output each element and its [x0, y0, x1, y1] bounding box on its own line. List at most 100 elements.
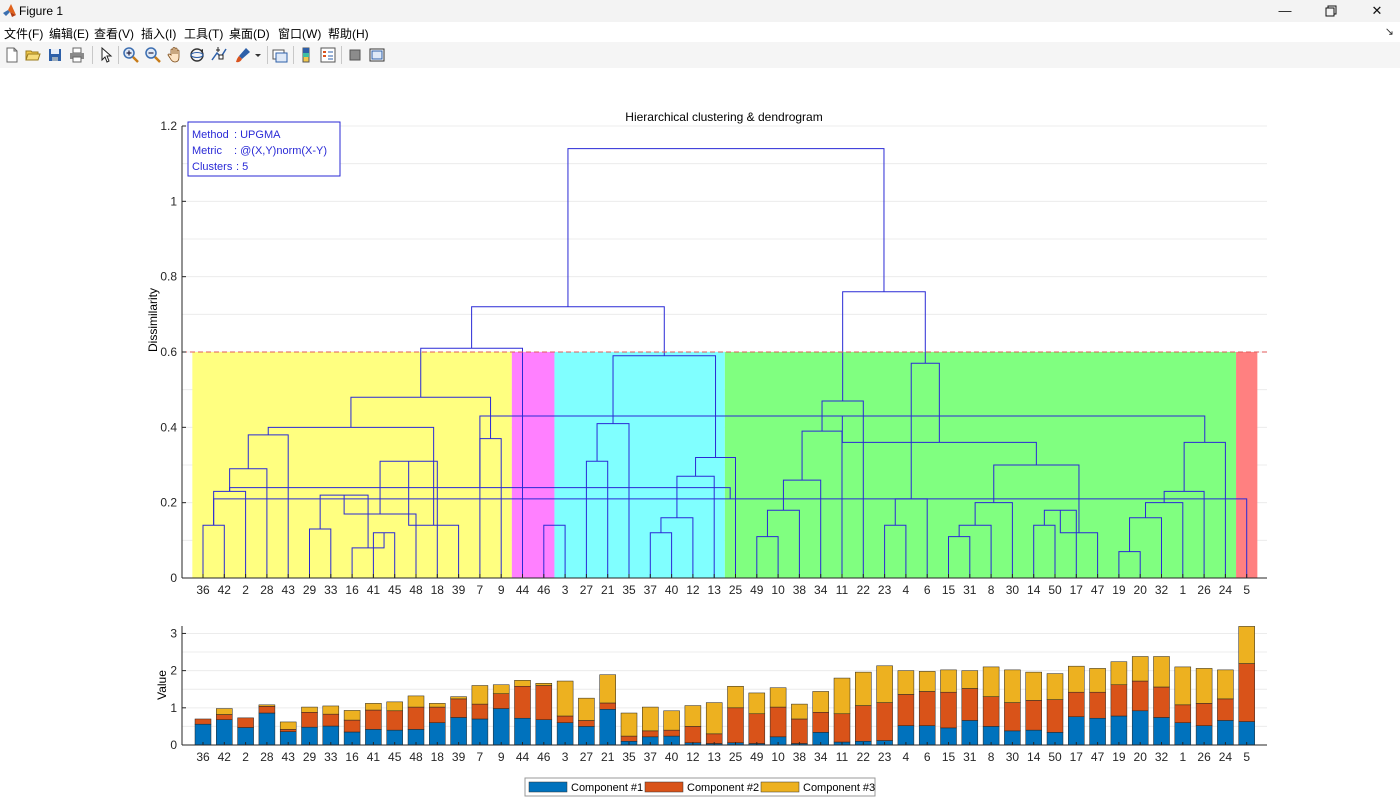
- brush-dropdown-icon[interactable]: [253, 46, 263, 64]
- dendrogram-x-tick-label: 42: [218, 583, 232, 597]
- component-bar-3: [258, 704, 276, 707]
- component-bar-2: [727, 707, 744, 744]
- dendrogram-x-tick-label: 15: [942, 583, 956, 597]
- menu-tools[interactable]: 工具(T): [184, 27, 224, 41]
- components-x-tick-label: 23: [878, 750, 892, 764]
- pointer-icon[interactable]: [97, 46, 115, 64]
- data-cursor-icon[interactable]: [210, 46, 228, 64]
- component-bar-3: [791, 703, 808, 720]
- components-y-tick-label: 1: [170, 701, 177, 715]
- component-bar-1: [1068, 716, 1085, 746]
- hide-plot-tools-icon[interactable]: [346, 46, 364, 64]
- component-bar-1: [514, 717, 531, 746]
- components-x-tick-label: 17: [1070, 750, 1084, 764]
- insert-legend-icon[interactable]: [319, 46, 337, 64]
- dendrogram-x-tick-label: 5: [1243, 583, 1250, 597]
- component-bar-3: [599, 674, 616, 704]
- zoom-in-icon[interactable]: [122, 46, 140, 64]
- matlab-logo-icon: [3, 4, 16, 17]
- minimize-button[interactable]: —: [1278, 3, 1292, 18]
- legend-swatch-component-3: [760, 781, 800, 793]
- close-button[interactable]: ✕: [1371, 3, 1383, 18]
- component-bar-2: [748, 713, 766, 744]
- components-x-tick-label: 35: [622, 750, 636, 764]
- insert-colorbar-icon[interactable]: [297, 46, 315, 64]
- components-x-tick-label: 9: [498, 750, 505, 764]
- components-x-tick-label: 30: [1006, 750, 1020, 764]
- component-bar-2: [407, 706, 425, 730]
- component-bar-2: [386, 710, 403, 731]
- component-bar-1: [961, 720, 979, 746]
- component-bar-3: [1153, 656, 1170, 688]
- cluster-patch: [724, 352, 1237, 578]
- open-file-icon[interactable]: [24, 46, 42, 64]
- dendrogram-x-tick-label: 18: [431, 583, 445, 597]
- component-bar-3: [407, 695, 425, 708]
- component-bar-1: [1110, 715, 1128, 746]
- dendrogram-x-tick-label: 37: [644, 583, 658, 597]
- menu-bar: 文件(F) 编辑(E) 查看(V) 插入(I) 工具(T) 桌面(D) 窗口(W…: [0, 22, 1400, 42]
- restore-icon: [1325, 5, 1337, 17]
- components-x-tick-label: 2: [242, 750, 249, 764]
- component-bar-3: [1131, 656, 1149, 682]
- component-bar-2: [365, 709, 382, 730]
- dendrogram-x-tick-label: 3: [562, 583, 569, 597]
- components-legend[interactable]: Component #1 Component #2 Component #3: [524, 777, 876, 797]
- components-x-tick-label: 33: [324, 750, 338, 764]
- component-bar-2: [1004, 702, 1021, 732]
- dendrogram-x-tick-label: 33: [324, 583, 338, 597]
- component-bar-1: [1238, 721, 1255, 746]
- dendrogram-link: [756, 536, 779, 578]
- components-x-tick-label: 28: [260, 750, 274, 764]
- zoom-out-icon[interactable]: [144, 46, 162, 64]
- dendrogram-x-tick-label: 26: [1197, 583, 1211, 597]
- component-bar-3: [855, 671, 872, 706]
- rotate-3d-icon[interactable]: [188, 46, 206, 64]
- components-x-tick-label: 41: [367, 750, 381, 764]
- show-plot-tools-icon[interactable]: [368, 46, 386, 64]
- print-icon[interactable]: [68, 46, 86, 64]
- menu-help[interactable]: 帮助(H): [328, 27, 369, 41]
- component-bars: [194, 626, 1255, 746]
- dendrogram-y-tick-label: 0: [170, 571, 177, 585]
- toolbar-separator: [267, 46, 268, 64]
- components-x-tick-label: 49: [750, 750, 764, 764]
- info-method-key: Method: [192, 129, 229, 141]
- dendrogram-x-tick-label: 29: [303, 583, 317, 597]
- component-bar-2: [556, 715, 574, 723]
- component-bar-3: [514, 680, 531, 687]
- dendrogram-link: [695, 456, 736, 578]
- menu-insert[interactable]: 插入(I): [141, 27, 177, 41]
- component-bar-2: [237, 717, 254, 728]
- menu-desktop[interactable]: 桌面(D): [229, 27, 270, 41]
- component-bar-2: [216, 714, 233, 720]
- component-bar-2: [1153, 686, 1170, 718]
- components-x-tick-label: 14: [1027, 750, 1041, 764]
- component-bar-2: [876, 702, 893, 741]
- info-clusters-value: : 5: [236, 161, 248, 173]
- menu-file[interactable]: 文件(F): [4, 27, 44, 41]
- pan-icon[interactable]: [166, 46, 184, 64]
- dendrogram-y-tick-label: 1.2: [160, 119, 177, 133]
- dendrogram-x-tick-label: 38: [793, 583, 807, 597]
- components-x-tick-label: 48: [409, 750, 423, 764]
- dendrogram-x-tick-label: 43: [282, 583, 296, 597]
- menu-view[interactable]: 查看(V): [94, 27, 134, 41]
- maximize-button[interactable]: [1308, 0, 1354, 22]
- menu-window[interactable]: 窗口(W): [278, 27, 322, 41]
- components-x-tick-label: 13: [708, 750, 722, 764]
- brush-icon[interactable]: [234, 46, 252, 64]
- component-bar-2: [940, 691, 957, 729]
- dock-figure-icon[interactable]: ↘: [1384, 26, 1394, 38]
- components-x-tick-label: 39: [452, 750, 466, 764]
- new-figure-icon[interactable]: [3, 46, 21, 64]
- menu-edit[interactable]: 编辑(E): [49, 27, 89, 41]
- component-bar-2: [897, 694, 915, 726]
- components-y-label: Value: [155, 670, 169, 700]
- component-bar-2: [769, 706, 787, 738]
- components-x-tick-label: 4: [903, 750, 910, 764]
- save-icon[interactable]: [46, 46, 64, 64]
- link-plot-icon[interactable]: [271, 46, 289, 64]
- component-bar-2: [301, 712, 318, 728]
- dendrogram-link: [202, 524, 225, 578]
